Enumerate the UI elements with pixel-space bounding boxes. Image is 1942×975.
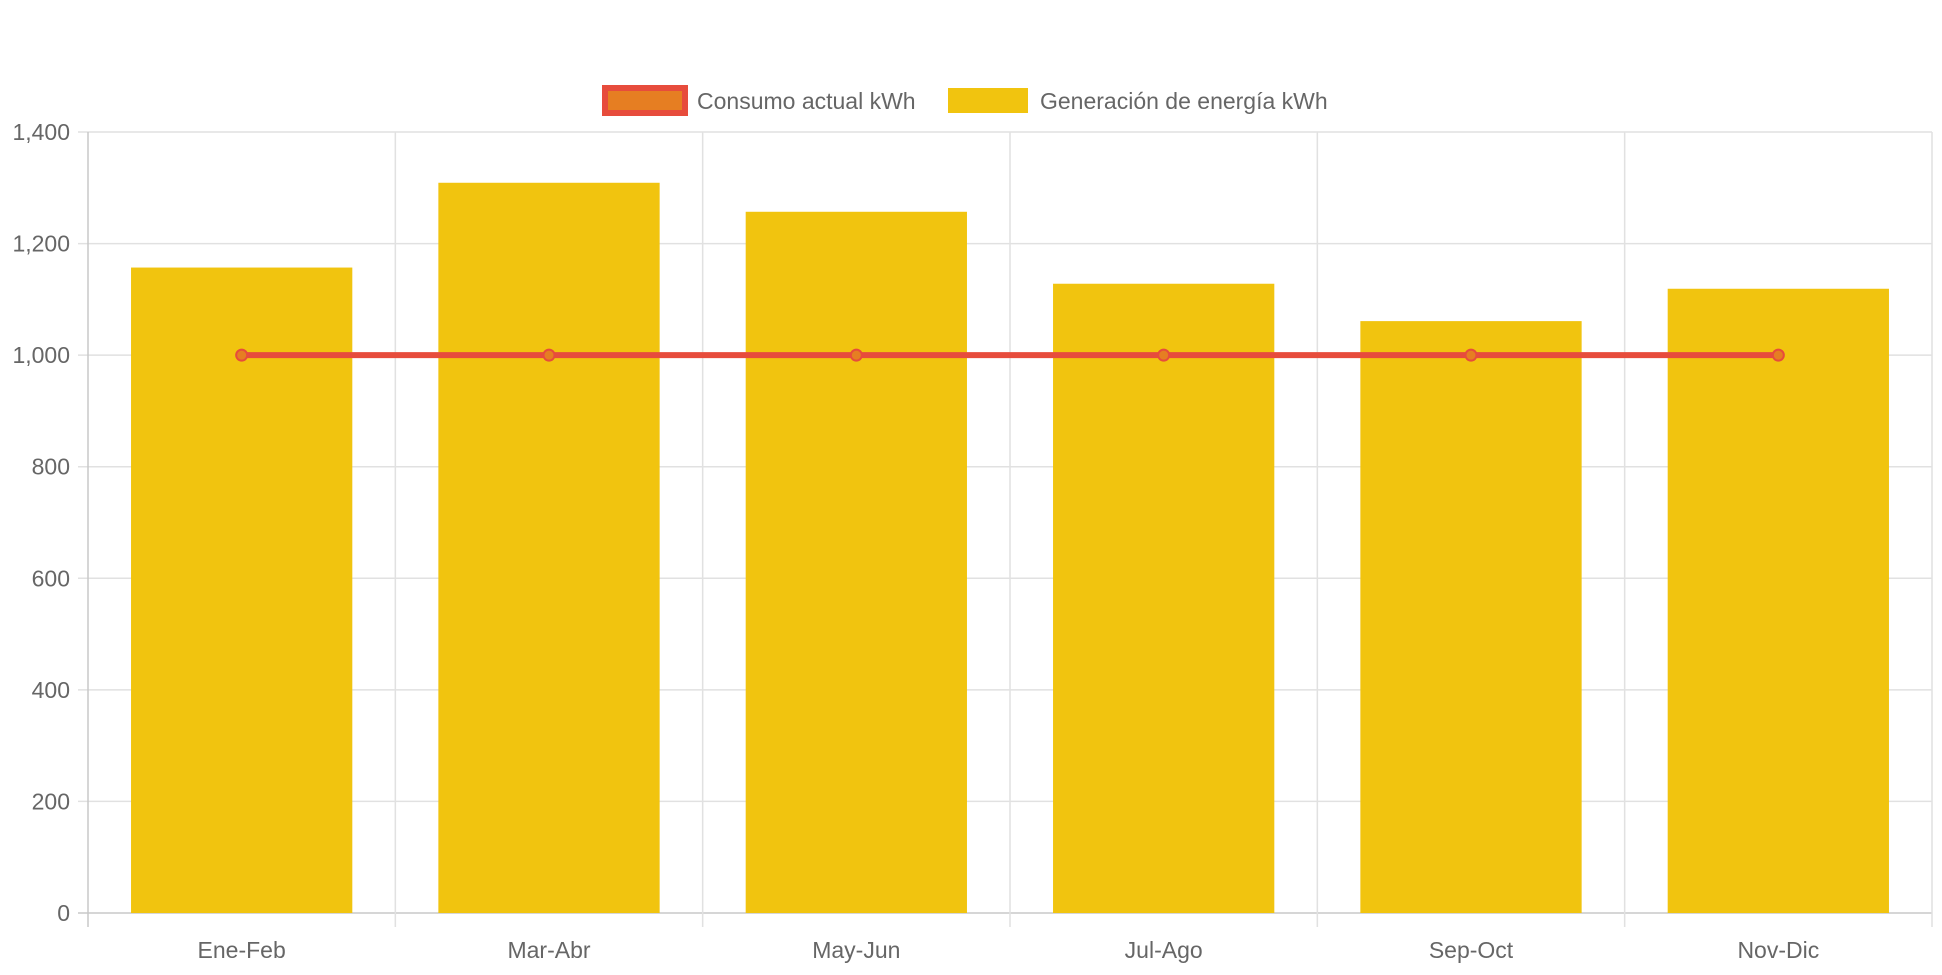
line-series — [235, 348, 1785, 362]
grid — [78, 131, 1933, 927]
x-tick-label: Jul-Ago — [1125, 937, 1203, 963]
x-tick-label: Sep-Oct — [1429, 937, 1514, 963]
bar-generacion — [1360, 321, 1582, 913]
bar-series — [131, 182, 1889, 914]
legend-swatch-consumo[interactable] — [602, 85, 688, 116]
legend-swatch-generacion[interactable] — [948, 88, 1028, 113]
y-tick-label: 800 — [32, 454, 70, 480]
line-point-consumo — [1464, 348, 1478, 362]
legend-label-generacion[interactable]: Generación de energía kWh — [1040, 88, 1328, 114]
line-point-consumo — [235, 348, 249, 362]
y-tick-label: 600 — [32, 565, 70, 591]
line-point-consumo — [1157, 348, 1171, 362]
x-tick-label: Ene-Feb — [198, 937, 286, 963]
y-tick-label: 200 — [32, 788, 70, 814]
line-point-consumo — [849, 348, 863, 362]
line-point-consumo — [542, 348, 556, 362]
y-tick-label: 0 — [57, 900, 70, 926]
bar-generacion — [1667, 288, 1889, 914]
line-point-consumo — [1771, 348, 1785, 362]
legend-label-consumo[interactable]: Consumo actual kWh — [697, 88, 916, 114]
bar-generacion — [1053, 283, 1275, 913]
x-tick-label: Nov-Dic — [1737, 937, 1819, 963]
bar-generacion — [438, 182, 660, 913]
y-tick-label: 1,200 — [12, 231, 70, 257]
legend[interactable]: Consumo actual kWh Generación de energía… — [602, 85, 1328, 116]
y-tick-label: 400 — [32, 677, 70, 703]
bar-generacion — [745, 211, 967, 914]
y-tick-label: 1,400 — [12, 119, 70, 145]
x-tick-label: Mar-Abr — [507, 937, 590, 963]
y-tick-label: 1,000 — [12, 342, 70, 368]
x-tick-label: May-Jun — [812, 937, 900, 963]
bar-generacion — [131, 267, 353, 913]
axes: 0 200 400 600 800 1,000 1,200 1,400 Ene-Feb Mar-A… — [12, 119, 1819, 963]
